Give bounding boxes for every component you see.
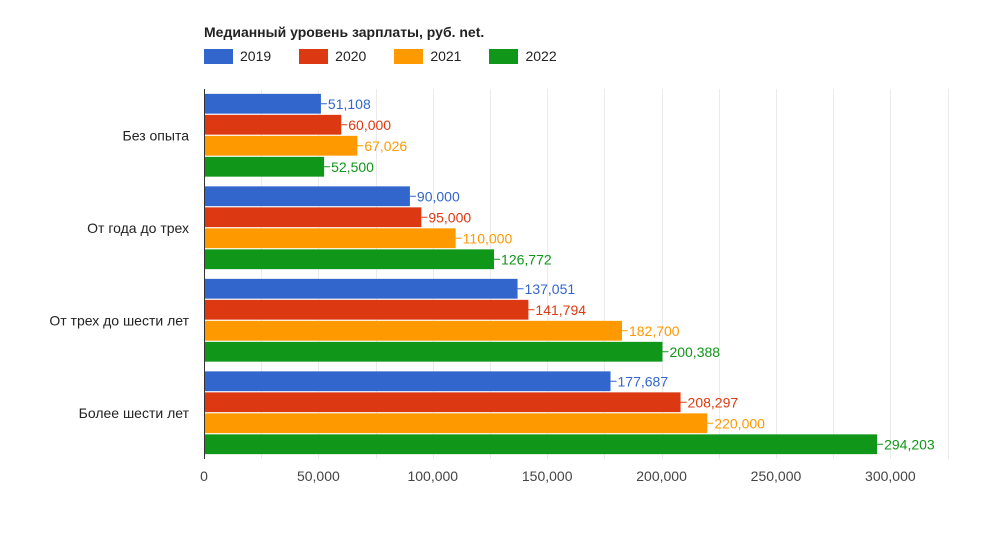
bar-2019 <box>204 371 611 392</box>
data-label: 182,700 <box>629 323 680 339</box>
legend-swatch-2019 <box>204 48 233 64</box>
bar-2020 <box>204 299 529 320</box>
bar-2022 <box>204 156 325 177</box>
bar-2019 <box>204 278 518 299</box>
legend-label-2020: 2020 <box>335 48 367 64</box>
legend-label-2019: 2019 <box>240 48 272 64</box>
data-label: 95,000 <box>428 209 471 225</box>
legend-swatch-2021 <box>394 48 424 64</box>
data-label: 90,000 <box>417 188 460 204</box>
x-tick-label: 150,000 <box>522 468 573 484</box>
data-label: 110,000 <box>463 230 513 246</box>
data-label: 67,026 <box>364 138 407 154</box>
legend-swatch-2022 <box>489 48 519 64</box>
category-label: От года до трех <box>87 220 189 236</box>
bar-2022 <box>204 341 663 362</box>
legend-label-2022: 2022 <box>525 48 557 64</box>
bar-2021 <box>204 135 358 156</box>
x-tick-label: 200,000 <box>636 468 687 484</box>
legend-swatch-2020 <box>299 48 329 64</box>
data-label: 177,687 <box>618 373 669 389</box>
data-label: 220,000 <box>714 415 765 431</box>
x-tick-label: 0 <box>200 468 208 484</box>
data-label: 200,388 <box>669 344 720 360</box>
x-tick-label: 50,000 <box>297 468 340 484</box>
bar-2020 <box>204 392 681 413</box>
data-label: 137,051 <box>525 281 576 297</box>
data-label: 294,203 <box>884 436 935 452</box>
data-label: 60,000 <box>348 117 391 133</box>
bar-2021 <box>204 320 622 341</box>
data-label: 126,772 <box>501 251 552 267</box>
bar-2020 <box>204 207 422 228</box>
legend-item-2022[interactable]: 2022 <box>489 48 557 64</box>
legend-item-2019[interactable]: 2019 <box>204 48 271 64</box>
legend-item-2020[interactable]: 2020 <box>299 48 366 64</box>
data-label: 208,297 <box>688 394 739 410</box>
bar-2022 <box>204 249 495 270</box>
data-label: 51,108 <box>328 96 371 112</box>
category-label: От трех до шести лет <box>49 312 189 328</box>
bar-2021 <box>204 228 456 249</box>
bar-2019 <box>204 93 321 114</box>
bar-2022 <box>204 434 878 455</box>
chart-title: Медианный уровень зарплаты, руб. net. <box>204 24 485 40</box>
x-tick-label: 300,000 <box>865 468 916 484</box>
x-tick-label: 250,000 <box>751 468 802 484</box>
bar-2020 <box>204 114 342 135</box>
legend: 2019 2020 2021 2022 <box>204 46 585 66</box>
legend-item-2021[interactable]: 2021 <box>394 48 461 64</box>
x-tick-label: 100,000 <box>407 468 458 484</box>
legend-label-2021: 2021 <box>430 48 462 64</box>
category-label: Без опыта <box>123 127 190 143</box>
data-label: 52,500 <box>331 159 374 175</box>
category-label: Более шести лет <box>79 405 190 421</box>
bar-2019 <box>204 186 410 207</box>
data-label: 141,794 <box>535 302 586 318</box>
bar-2021 <box>204 413 708 434</box>
